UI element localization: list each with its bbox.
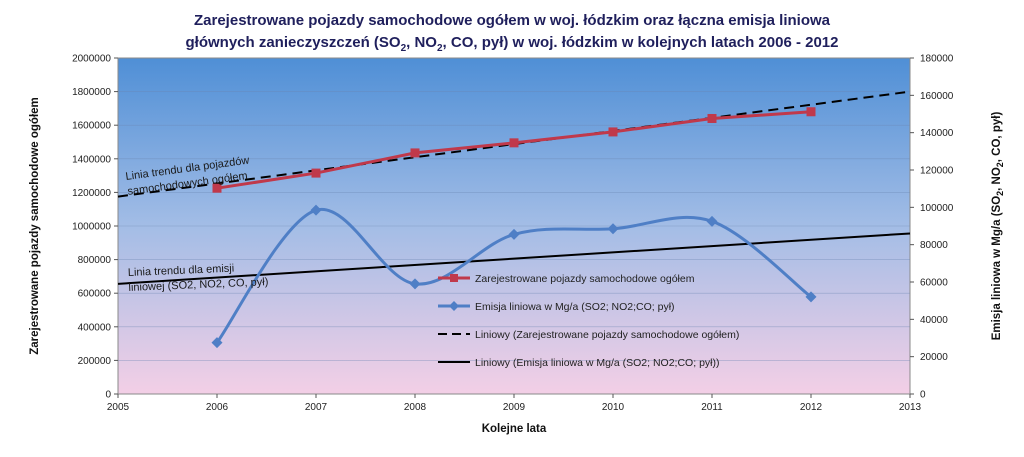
data-point-square <box>509 138 519 148</box>
y-right-title-part: , NO <box>991 167 1003 191</box>
y-right-tick-label: 160000 <box>920 91 954 102</box>
x-tick-labels: 2005 2006 2007 2008 2009 2010 2011 2012 2013 <box>107 402 922 413</box>
legend-label: Liniowy (Zarejestrowane pojazdy samochod… <box>475 329 739 341</box>
data-point-square <box>311 168 321 178</box>
data-point-diamond <box>805 291 817 303</box>
chart-title-line2-sub: 2 <box>437 43 443 54</box>
x-tick-label: 2013 <box>899 402 922 413</box>
y-left-tick-label: 400000 <box>78 322 112 333</box>
y-right-tick-labels: 0 20000 40000 60000 80000 100000 120000 140000 1… <box>920 54 954 401</box>
y-left-tick-label: 800000 <box>78 255 112 266</box>
chart-title-line2-part: głównych zanieczyszczeń (SO <box>186 34 401 51</box>
data-point-square <box>608 127 618 137</box>
legend-entry-vehicles: Zarejestrowane pojazdy samochodowe ogółe… <box>438 273 695 285</box>
x-tick-label: 2012 <box>800 402 823 413</box>
y-right-tick-label: 140000 <box>920 128 954 139</box>
legend-entry-emission: Emisja liniowa w Mg/a (SO2; NO2;CO; pył) <box>438 301 675 313</box>
y-right-tick-label: 180000 <box>920 54 954 65</box>
data-point-diamond <box>508 228 520 240</box>
data-point-diamond <box>706 215 718 227</box>
legend-swatch-marker-diamond <box>449 301 459 311</box>
y-right-tick-label: 40000 <box>920 315 948 326</box>
y-right-tick-label: 100000 <box>920 203 954 214</box>
legend: Zarejestrowane pojazdy samochodowe ogółe… <box>438 273 739 369</box>
data-point-square <box>410 148 420 158</box>
y-left-tick-label: 2000000 <box>72 54 111 65</box>
data-point-diamond <box>409 278 421 290</box>
trend-annotation-emission: Linia trendu dla emisji liniowej (SO2, N… <box>128 263 269 294</box>
data-point-diamond <box>310 204 322 216</box>
legend-label: Liniowy (Emisja liniowa w Mg/a (SO2; NO2… <box>475 357 719 369</box>
series-0 <box>212 107 816 193</box>
y-left-axis-title: Zarejestrowane pojazdy samochodowe ogółe… <box>29 97 41 355</box>
x-tick-label: 2011 <box>701 402 723 413</box>
data-point-square <box>806 107 816 117</box>
y-right-tick-label: 80000 <box>920 240 948 251</box>
x-tick-label: 2008 <box>404 402 427 413</box>
x-tick-label: 2010 <box>602 402 625 413</box>
legend-label: Emisja liniowa w Mg/a (SO2; NO2;CO; pył) <box>475 301 675 313</box>
y-left-tick-label: 1200000 <box>72 188 111 199</box>
chart-title-line2-part: , NO <box>406 34 437 51</box>
y-right-tick-label: 120000 <box>920 166 954 177</box>
legend-entry-trend-emission: Liniowy (Emisja liniowa w Mg/a (SO2; NO2… <box>438 357 719 369</box>
annotation-line: Linia trendu dla emisji <box>128 263 235 279</box>
x-tick-label: 2009 <box>503 402 526 413</box>
y-left-tick-label: 600000 <box>78 289 112 300</box>
y-right-tick-label: 20000 <box>920 352 948 363</box>
x-tick-label: 2006 <box>206 402 229 413</box>
data-point-square <box>707 113 717 123</box>
y-right-tick-label: 60000 <box>920 278 948 289</box>
series-3 <box>117 232 911 285</box>
y-right-title-part: , CO, pył) <box>991 112 1003 163</box>
chart-title-line2-part: , CO, pył) w woj. łódzkim w kolejnych la… <box>443 34 839 51</box>
x-tick-label: 2005 <box>107 402 130 413</box>
y-left-tick-labels: 0 200000 400000 600000 800000 1000000 1200000 1… <box>72 54 111 401</box>
y-left-tick-label: 1000000 <box>72 222 111 233</box>
chart-title-line1: Zarejestrowane pojazdy samochodowe ogółe… <box>194 12 831 29</box>
y-right-axis-title: Emisja liniowa w Mg/a (SO2, NO2, CO, pył… <box>991 112 1005 341</box>
y-left-tick-label: 1800000 <box>72 87 111 98</box>
data-point-square <box>212 183 222 193</box>
data-point-diamond <box>211 337 223 349</box>
y-left-tick-label: 1400000 <box>72 154 111 165</box>
legend-label: Zarejestrowane pojazdy samochodowe ogółe… <box>475 273 695 285</box>
data-point-diamond <box>607 223 619 235</box>
y-right-title-sub: 2 <box>995 162 1005 167</box>
annotation-line: liniowej (SO2, NO2, CO, pył) <box>128 276 268 294</box>
y-right-title-part: Emisja liniowa w Mg/a (SO <box>991 196 1003 340</box>
legend-swatch-marker-square <box>450 274 458 282</box>
y-left-tick-label: 200000 <box>78 356 112 367</box>
series-2 <box>117 90 911 198</box>
x-axis-title: Kolejne lata <box>482 423 547 435</box>
x-tick-label: 2007 <box>305 402 328 413</box>
y-left-tick-label: 1600000 <box>72 121 111 132</box>
y-right-title-sub: 2 <box>995 191 1005 196</box>
trend-line <box>117 90 911 198</box>
chart-title-line2: głównych zanieczyszczeń (SO2, NO2, CO, p… <box>186 34 839 54</box>
chart-title-line2-sub: 2 <box>401 43 407 54</box>
series-1 <box>211 204 817 349</box>
series-layer <box>117 90 911 349</box>
y-right-tick-label: 0 <box>920 390 926 401</box>
trend-line <box>117 232 911 285</box>
y-left-tick-label: 0 <box>105 390 111 401</box>
legend-entry-trend-vehicles: Liniowy (Zarejestrowane pojazdy samochod… <box>438 329 739 341</box>
